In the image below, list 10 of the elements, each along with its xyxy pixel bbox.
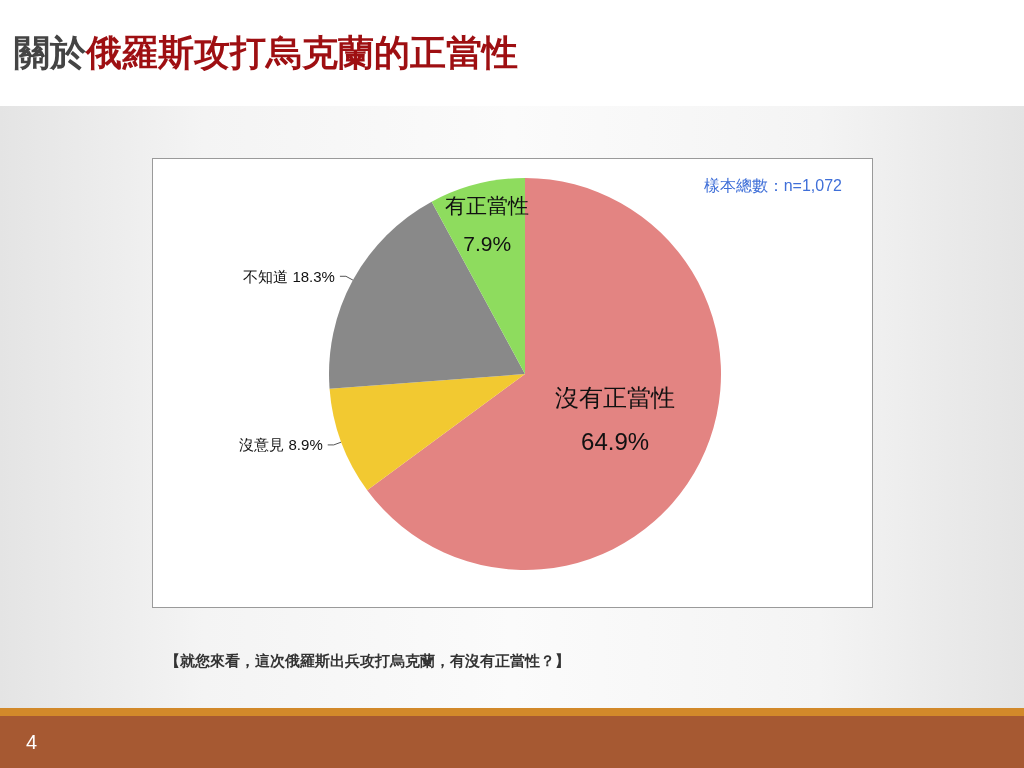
text: 樣本總數：n=1,072 xyxy=(703,176,842,196)
data-label: 64.9% xyxy=(581,428,650,456)
data-label: 7.9% xyxy=(463,232,512,256)
slice-label: 不知道 18.3% xyxy=(243,267,335,285)
chart-title: 關於俄羅斯攻打烏克蘭的正當性 xyxy=(14,32,518,73)
slice-label: 有正當性 xyxy=(445,194,530,218)
text: 【就您來看，這次俄羅斯出兵攻打烏克蘭，有沒有正當性？】 xyxy=(165,652,570,671)
slice-label: 沒意見 8.9% xyxy=(239,436,323,454)
slice-label: 沒有正當性 xyxy=(555,384,676,412)
text: 4 xyxy=(26,731,38,754)
